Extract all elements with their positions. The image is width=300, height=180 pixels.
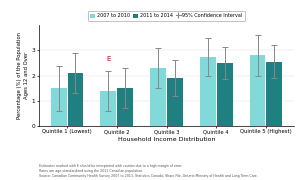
Y-axis label: Percentage (%) of the Population
Ages 12 and Over: Percentage (%) of the Population Ages 12… bbox=[17, 32, 29, 119]
Bar bbox=[200, 57, 216, 126]
X-axis label: Household Income Distribution: Household Income Distribution bbox=[118, 137, 215, 142]
Bar bbox=[68, 73, 83, 126]
Bar bbox=[117, 88, 133, 126]
Legend: 2007 to 2010, 2011 to 2014, 95% Confidence Interval: 2007 to 2010, 2011 to 2014, 95% Confiden… bbox=[88, 11, 245, 21]
Bar bbox=[266, 62, 282, 126]
Text: Estimates marked with E should be interpreted with caution due to a high margin : Estimates marked with E should be interp… bbox=[39, 164, 258, 178]
Text: E: E bbox=[106, 56, 110, 62]
Bar bbox=[250, 55, 266, 126]
Bar bbox=[100, 91, 116, 126]
Bar bbox=[51, 88, 67, 126]
Bar bbox=[150, 68, 166, 126]
Bar bbox=[167, 78, 183, 126]
Bar bbox=[217, 63, 233, 126]
